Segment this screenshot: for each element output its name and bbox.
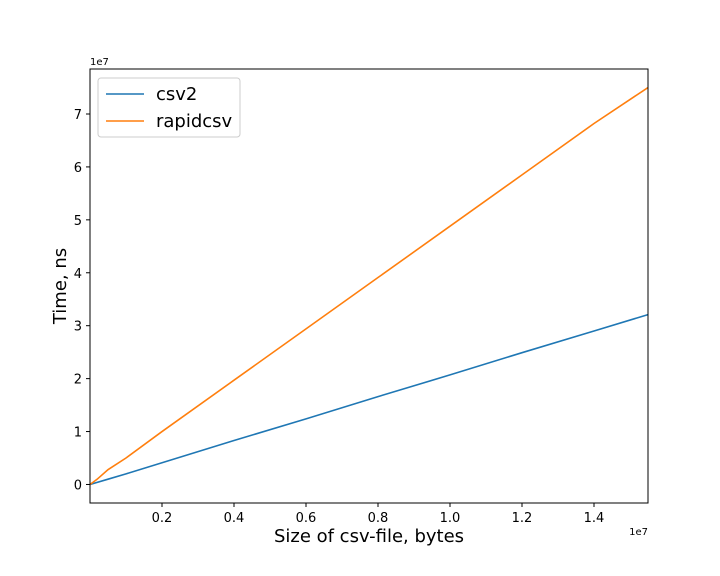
x-tick-label: 0.2 <box>152 511 173 526</box>
y-tick-label: 6 <box>74 161 82 176</box>
legend-label-rapidcsv: rapidcsv <box>156 111 233 132</box>
series-line-csv2 <box>89 313 649 486</box>
x-tick-label: 0.4 <box>224 511 245 526</box>
y-axis-offset-label: 1e7 <box>90 57 109 68</box>
y-tick-label: 5 <box>74 214 82 229</box>
y-tick-label: 2 <box>74 373 82 388</box>
legend: csv2 rapidcsv <box>97 77 241 138</box>
x-tick-label: 1.4 <box>584 511 605 526</box>
legend-box <box>97 77 241 138</box>
x-axis-ticks: 0.2 0.4 0.6 0.8 1.0 1.2 1.4 <box>152 503 605 526</box>
series-layer <box>89 86 649 486</box>
y-tick-label: 7 <box>74 108 82 123</box>
y-tick-label: 4 <box>74 267 82 282</box>
x-tick-label: 1.0 <box>440 511 461 526</box>
plot-frame <box>89 68 649 504</box>
x-axis-offset-label: 1e7 <box>629 527 648 538</box>
y-tick-label: 1 <box>74 426 82 441</box>
y-axis-title: Time, ns <box>50 248 71 325</box>
y-tick-label: 0 <box>74 478 82 493</box>
y-tick-label: 3 <box>74 320 82 335</box>
x-tick-label: 1.2 <box>512 511 533 526</box>
series-line-rapidcsv <box>89 86 649 486</box>
x-tick-label: 0.6 <box>296 511 317 526</box>
x-axis-title: Size of csv-file, bytes <box>274 526 464 547</box>
x-tick-label: 0.8 <box>368 511 389 526</box>
legend-label-csv2: csv2 <box>156 84 197 105</box>
y-axis-ticks: 0 1 2 3 4 5 6 7 <box>74 108 90 493</box>
